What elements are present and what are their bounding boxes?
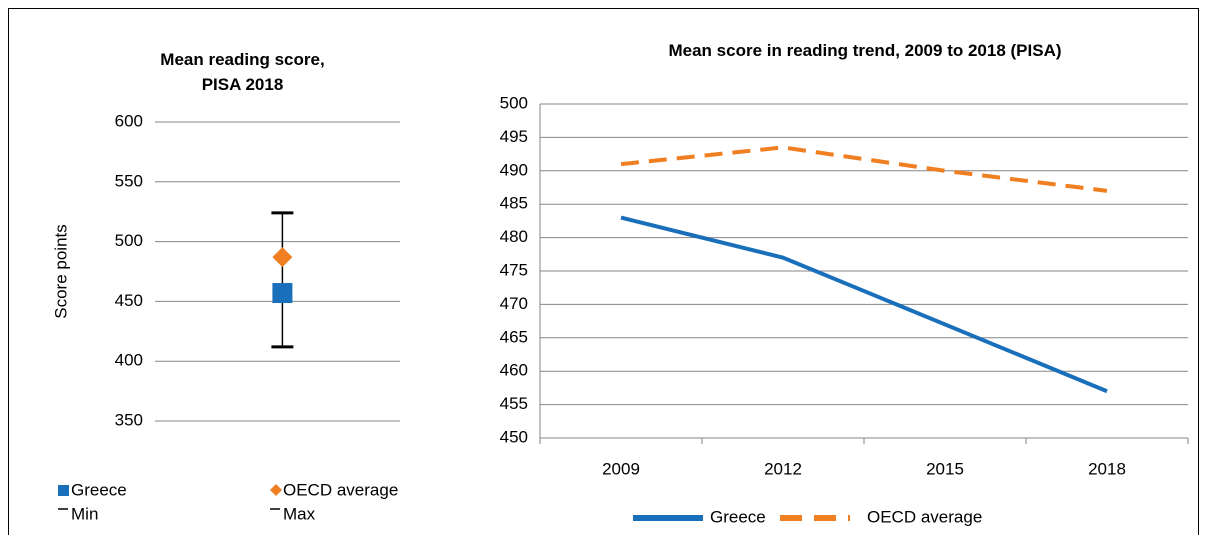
y-tick-label: 400 [115, 351, 143, 370]
x-tick-label: 2009 [602, 459, 640, 478]
y-tick-label: 485 [500, 194, 528, 213]
y-tick-label: 450 [115, 291, 143, 310]
legend-label: Greece [71, 480, 127, 499]
frame [8, 8, 1199, 535]
y-tick-label: 490 [500, 160, 528, 179]
legend-label: OECD average [283, 480, 398, 499]
line-series [620, 145, 1108, 193]
chart-title: Mean score in reading trend, 2009 to 201… [668, 41, 1062, 60]
y-tick-label: 465 [500, 327, 528, 346]
legend-symbol [58, 485, 69, 496]
x-tick-label: 2012 [764, 459, 802, 478]
legend-symbol [270, 484, 282, 496]
x-tick-label: 2018 [1088, 459, 1126, 478]
legend-label: Greece [710, 507, 766, 526]
y-tick-label: 460 [500, 361, 528, 380]
y-tick-label: 475 [500, 260, 528, 279]
y-tick-label: 450 [500, 427, 528, 446]
legend-label: Max [283, 504, 316, 523]
line-series [620, 215, 1108, 394]
y-tick-label: 495 [500, 127, 528, 146]
y-tick-label: 350 [115, 410, 143, 429]
y-tick-label: 455 [500, 394, 528, 413]
y-axis-label: Score points [51, 224, 70, 319]
y-tick-label: 470 [500, 294, 528, 313]
x-tick-label: 2015 [926, 459, 964, 478]
y-tick-label: 500 [500, 93, 528, 112]
legend-label: OECD average [867, 507, 982, 526]
legend-label: Min [71, 504, 98, 523]
y-tick-label: 600 [115, 111, 143, 130]
y-tick-label: 550 [115, 171, 143, 190]
marker [272, 283, 293, 304]
marker [272, 247, 293, 268]
chart-title: Mean reading score, PISA 2018 [160, 50, 325, 94]
y-tick-label: 500 [115, 231, 143, 250]
y-tick-label: 480 [500, 227, 528, 246]
